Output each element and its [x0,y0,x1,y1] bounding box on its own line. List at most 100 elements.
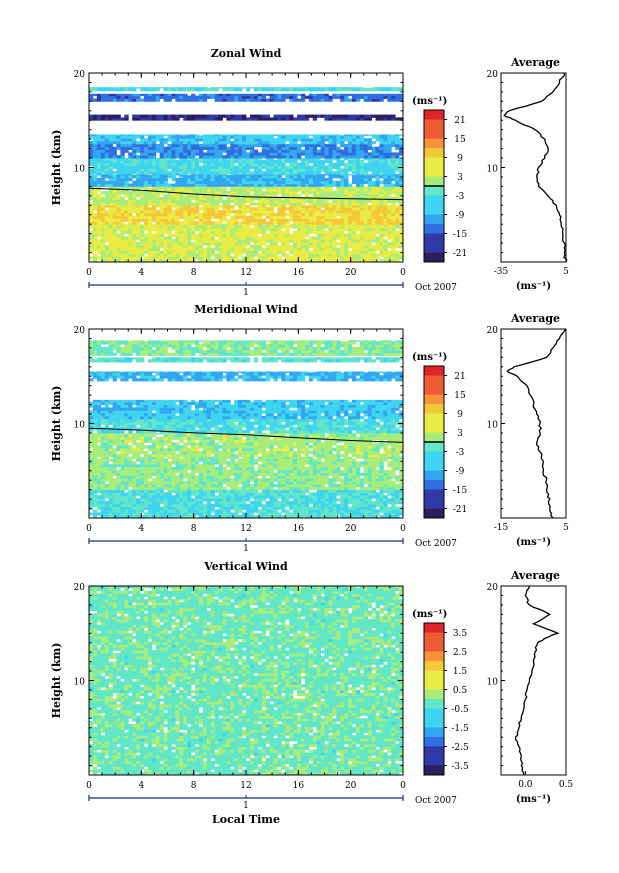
heatmap-cell [113,197,117,200]
heatmap-cell [93,242,97,245]
heatmap-cell [254,498,258,501]
heatmap-cell [364,194,368,197]
heatmap-cell [93,163,97,166]
heatmap-cell [140,94,144,96]
heatmap-cell [301,175,305,178]
heatmap-cell [344,171,348,174]
heatmap-cell [222,155,226,158]
heatmap-cell [368,174,372,175]
heatmap-cell [270,144,274,147]
heatmap-cell [356,239,360,242]
heatmap-cell [93,225,97,228]
heatmap-cell [376,115,380,118]
heatmap-cell [262,134,266,135]
heatmap-cell [297,510,301,513]
heatmap-cell [301,242,305,245]
heatmap-cell [97,115,101,118]
heatmap-cell [387,242,391,245]
heatmap-cell [293,242,297,245]
heatmap-cell [215,504,219,507]
heatmap-cell [179,225,183,228]
heatmap-cell [171,150,175,153]
heatmap-cell [226,163,230,166]
heatmap-cell [140,234,144,237]
heatmap-cell [321,495,325,498]
heatmap-cell [215,144,219,147]
heatmap-cell [144,234,148,237]
heatmap-cell [101,248,105,251]
heatmap-cell [348,501,352,504]
heatmap-cell [325,150,329,153]
heatmap-cell [293,504,297,507]
heatmap-cell [313,231,317,234]
heatmap-cell [336,135,340,138]
heatmap-cell [207,150,211,153]
heatmap-cell [332,138,336,141]
heatmap-cell [226,219,230,222]
heatmap-cell [376,242,380,245]
heatmap-cell [293,510,297,513]
heatmap-cell [89,501,93,504]
heatmap-cell [368,194,372,197]
heatmap-cell [328,256,332,259]
colorbar-segment [424,177,444,187]
heatmap-cell [113,155,117,158]
heatmap-cell [368,207,372,210]
heatmap-cell [356,236,360,239]
heatmap-cell [254,175,258,178]
heatmap-cell [379,498,383,501]
heatmap-cell [207,117,211,120]
heatmap-cell [156,210,160,213]
heatmap-cell [179,166,183,169]
heatmap-cell [360,236,364,239]
heatmap-cell [254,202,258,205]
heatmap-cell [89,171,93,174]
heatmap-cell [254,495,258,498]
heatmap-cell [289,245,293,248]
heatmap-cell [93,236,97,239]
heatmap-cell [116,207,120,210]
heatmap-cell [211,213,215,216]
heatmap-cell [230,115,234,118]
heatmap-cell [336,150,340,153]
heatmap-cell [132,134,136,135]
heatmap-cell [313,504,317,507]
heatmap-cell [391,138,395,141]
heatmap-cell [246,498,250,501]
heatmap-cell [93,168,97,171]
heatmap-cell [171,221,175,224]
heatmap-cell [168,155,172,158]
heatmap-cell [391,200,395,203]
heatmap-cell [348,194,352,197]
heatmap-cell [238,202,242,205]
heatmap-cell [168,115,172,118]
heatmap-cell [136,231,140,234]
heatmap-cell [199,248,203,251]
colorbar-tick-label: 15 [454,135,466,145]
heatmap-cell [376,138,380,141]
heatmap-cell [372,200,376,203]
heatmap-cell [340,152,344,155]
heatmap-cell [219,87,223,88]
heatmap-cell [124,87,128,88]
heatmap-cell [238,492,242,495]
heatmap-cell [293,87,297,88]
heatmap-cell [336,117,340,120]
heatmap-cell [391,166,395,169]
heatmap-cell [293,99,297,102]
heatmap-cell [199,171,203,174]
heatmap-cell [273,175,277,178]
heatmap-cell [132,254,136,257]
heatmap-cell [183,188,187,191]
heatmap-cell [332,96,336,99]
heatmap-cell [109,498,113,501]
heatmap-cell [124,178,128,181]
heatmap-cell [128,99,132,102]
heatmap-cell [144,115,148,118]
heatmap-cell [383,231,387,234]
heatmap-cell [360,117,364,120]
heatmap-cell [321,168,325,171]
heatmap-cell [285,188,289,191]
heatmap-cell [352,225,356,228]
heatmap-cell [258,188,262,191]
